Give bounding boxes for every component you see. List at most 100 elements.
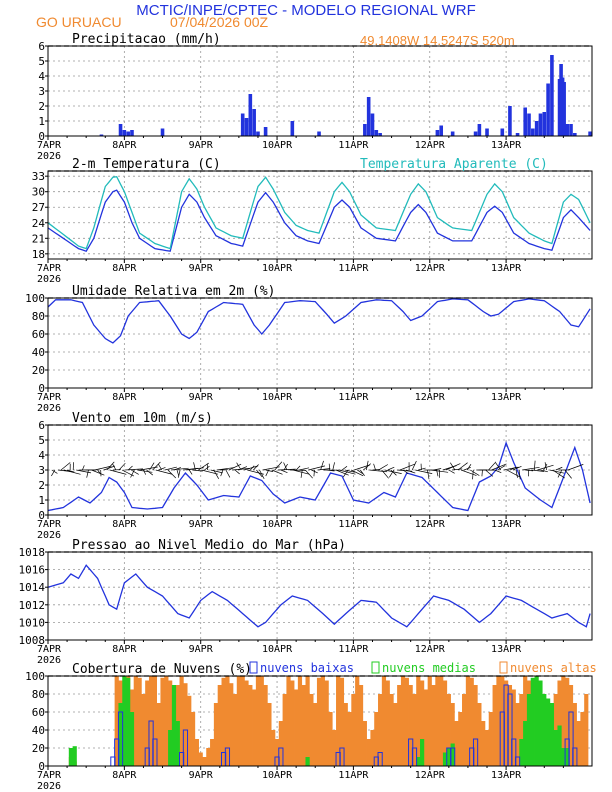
xtick-label: 8APR <box>112 770 137 781</box>
bar-precip <box>569 124 573 136</box>
wind-arrow <box>173 467 181 471</box>
wind-arrow <box>97 469 102 475</box>
bar-precip <box>473 131 478 136</box>
bar-altas <box>316 677 322 766</box>
bar-altas <box>446 694 451 766</box>
bar-precip <box>122 130 127 136</box>
bar-altas <box>477 703 482 766</box>
header-run: 07/04/2026 00Z <box>170 14 269 30</box>
bar-altas <box>217 685 222 766</box>
wind-arrow <box>470 469 480 476</box>
bar-precip <box>534 121 539 136</box>
bar-altas <box>225 676 230 766</box>
wind-arrow <box>280 469 288 474</box>
bar-altas <box>271 730 276 766</box>
bar-precip <box>263 127 268 136</box>
wind-arrow <box>292 469 310 475</box>
bar-altas <box>137 677 142 766</box>
bar-altas <box>259 676 264 766</box>
bar-altas <box>286 676 291 766</box>
bar-precip <box>256 131 260 136</box>
bar-precip <box>550 55 554 136</box>
bar-precip <box>546 83 550 136</box>
bar-altas <box>168 680 173 766</box>
wind-arrow <box>537 464 554 471</box>
bar-altas <box>389 694 394 766</box>
bar-medias <box>538 680 543 766</box>
panel-title: Pressao ao Nivel Medio do Mar (hPa) <box>72 538 346 553</box>
bar-precip <box>118 124 123 136</box>
bar-precip <box>588 131 592 136</box>
panel-title: Cobertura de Nuvens (%) <box>72 662 252 677</box>
wind-arrow <box>350 469 364 477</box>
bar-altas <box>244 680 249 766</box>
wind-arrow <box>466 463 472 471</box>
bar-altas <box>221 677 226 766</box>
wind-arrow <box>216 467 235 471</box>
wind-arrow <box>472 469 474 480</box>
xtick-label: 13APR <box>491 519 522 530</box>
xtick-label: 13APR <box>491 392 522 403</box>
bar-precip <box>439 125 444 136</box>
wind-arrow <box>495 462 502 471</box>
panel-pressure: 1008 1010 1012 1014 1016 1018 7APR 8APR 9APR 10AP… <box>19 538 593 666</box>
bar-altas <box>473 685 478 766</box>
wind-arrow <box>411 460 417 471</box>
wind-arrow <box>158 467 166 471</box>
bar-altas <box>198 752 203 766</box>
bar-altas <box>160 677 165 766</box>
xtick-label: 10APR <box>262 644 293 655</box>
bar-altas <box>458 712 463 766</box>
ytick-label: 60 <box>32 706 45 719</box>
legend-box <box>499 661 508 674</box>
ytick-label: 33 <box>32 170 45 183</box>
xtick-label: 12APR <box>415 770 446 781</box>
wind-arrow <box>544 462 547 471</box>
bar-medias <box>305 757 310 766</box>
bar-altas <box>374 712 379 766</box>
wind-arrow <box>225 469 231 478</box>
bar-precip <box>508 106 512 136</box>
wind-arrow <box>540 469 548 473</box>
bar-medias <box>168 730 173 766</box>
ytick-label: 1012 <box>19 599 46 612</box>
ytick-label: 40 <box>32 724 45 737</box>
bar-altas <box>576 721 581 766</box>
ytick-label: 24 <box>32 217 46 230</box>
ytick-label: 4 <box>38 70 45 83</box>
wind-arrow <box>250 465 255 471</box>
bar-altas <box>565 677 570 766</box>
line-wind <box>47 441 591 512</box>
bar-altas <box>313 703 318 766</box>
bar-medias <box>126 677 131 766</box>
wind-arrow <box>354 464 371 471</box>
bar-precip <box>562 82 566 136</box>
xtick-label: 11APR <box>338 770 369 781</box>
panel-frame <box>47 297 593 389</box>
ytick-label: 5 <box>38 55 45 68</box>
wind-arrow <box>51 469 56 477</box>
bar-medias <box>553 730 558 766</box>
bar-altas <box>152 676 157 766</box>
bar-altas <box>450 703 455 766</box>
wind-arrow <box>494 469 502 474</box>
wind-arrow <box>506 469 521 478</box>
xtick-label: 9APR <box>189 644 214 655</box>
panel-wind: 0 1 2 3 4 5 6 7APR 8APR 9APR 10APR 11APR 12APR 13APR 2… <box>37 411 593 541</box>
bar-altas <box>343 703 348 766</box>
wind-arrow <box>405 469 416 474</box>
wind-arrow <box>177 469 181 478</box>
bar-altas <box>305 676 310 766</box>
bar-altas <box>297 676 303 766</box>
wind-arrow <box>86 469 89 478</box>
xtick-label: 11APR <box>338 644 369 655</box>
bar-medias <box>420 739 425 766</box>
bar-medias <box>442 752 448 766</box>
panel-title: Umidade Relativa em 2m (%) <box>72 284 276 299</box>
ytick-label: 3 <box>38 85 45 98</box>
wind-arrow <box>534 460 536 471</box>
wind-arrow <box>332 462 335 471</box>
bar-medias <box>446 748 451 766</box>
ytick-label: 1016 <box>19 564 46 577</box>
bar-altas <box>469 677 474 766</box>
